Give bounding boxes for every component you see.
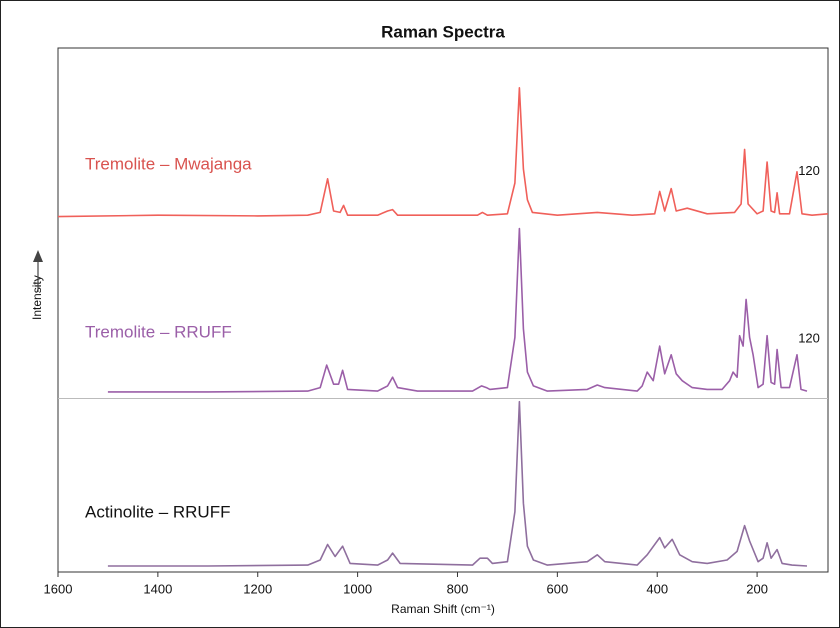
x-tick-label: 400 bbox=[646, 581, 668, 596]
x-tick-label: 1600 bbox=[44, 581, 73, 596]
x-tick-label: 800 bbox=[447, 581, 469, 596]
series-label: Actinolite – RRUFF bbox=[85, 502, 230, 521]
y-arrow-head bbox=[33, 250, 43, 262]
x-tick-label: 600 bbox=[546, 581, 568, 596]
annotation: 120 bbox=[798, 163, 820, 178]
chart-title: Raman Spectra bbox=[381, 22, 505, 41]
x-tick-label: 1000 bbox=[343, 581, 372, 596]
annotation: 120 bbox=[798, 331, 820, 346]
x-axis-label: Raman Shift (cm⁻¹) bbox=[391, 602, 495, 616]
y-axis-label: Intensity bbox=[30, 275, 44, 320]
spectrum-line bbox=[57, 87, 829, 218]
spectrum-line bbox=[107, 400, 808, 567]
spectrum-line bbox=[107, 227, 808, 393]
series-label: Tremolite – RRUFF bbox=[85, 322, 232, 341]
x-tick-label: 1200 bbox=[243, 581, 272, 596]
plot-frame bbox=[57, 47, 829, 573]
x-tick-label: 200 bbox=[746, 581, 768, 596]
series-label: Tremolite – Mwajanga bbox=[85, 154, 252, 173]
x-tick-label: 1400 bbox=[143, 581, 172, 596]
